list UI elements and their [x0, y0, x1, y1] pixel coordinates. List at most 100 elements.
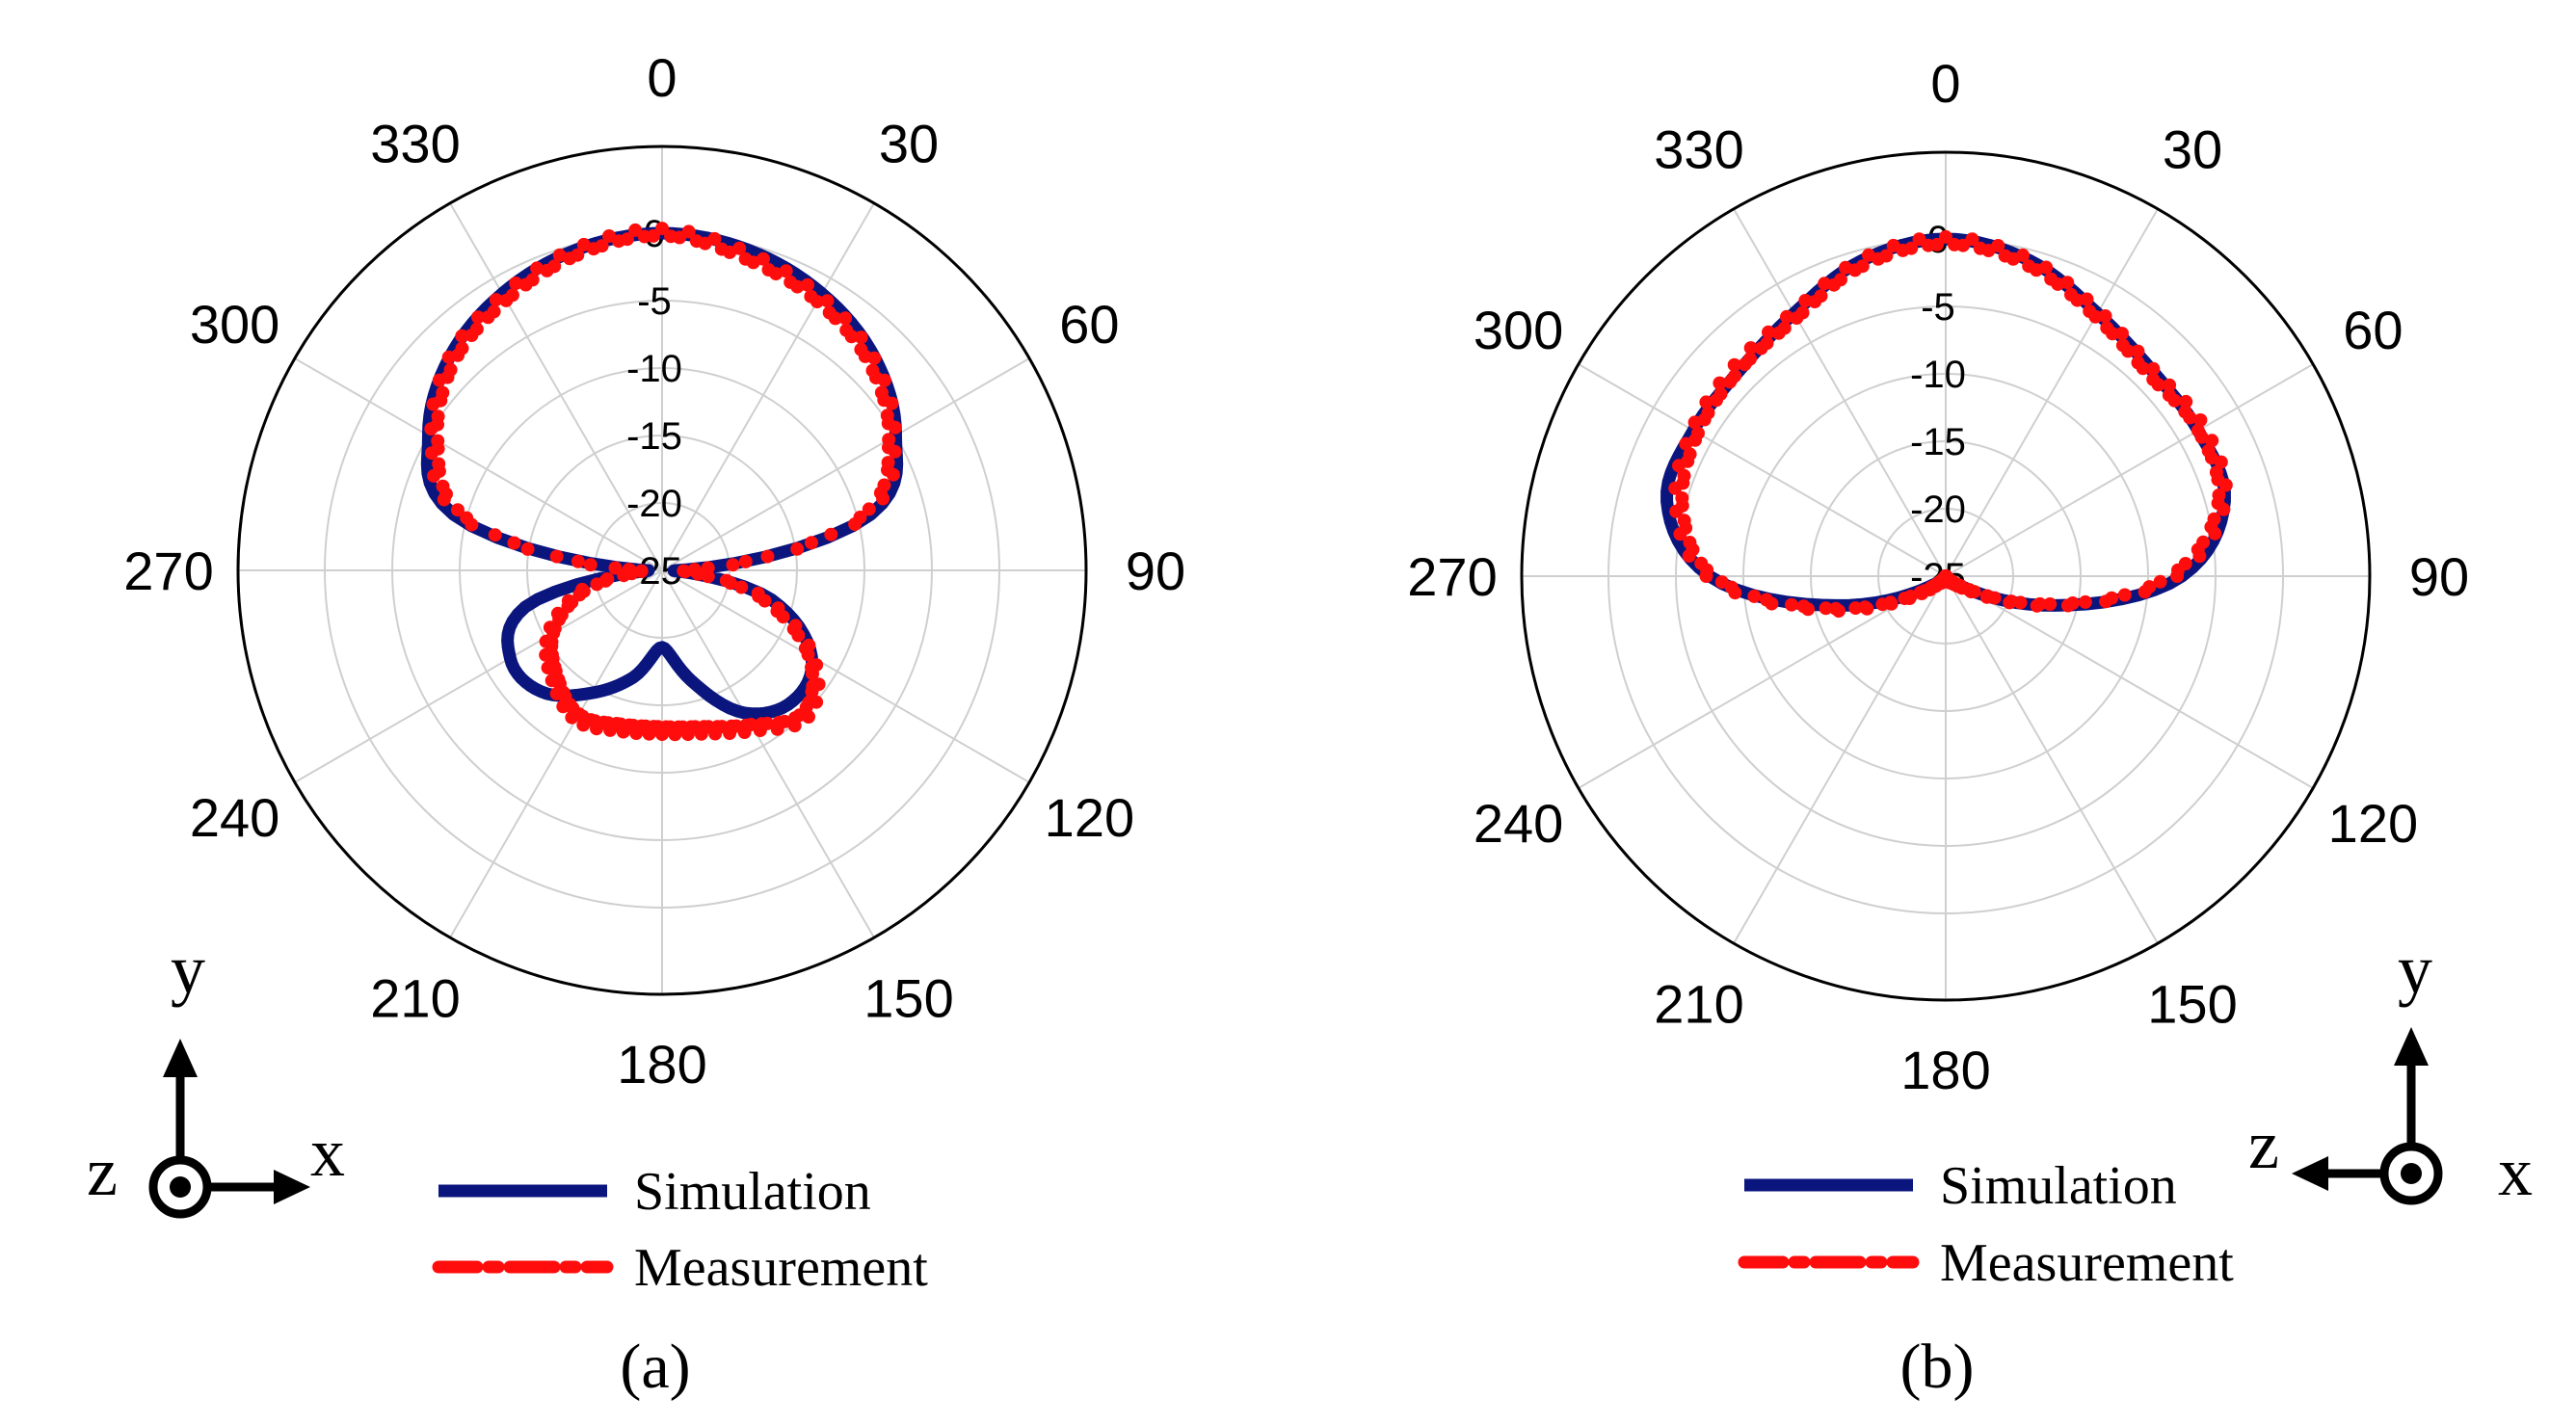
measurement-point [1694, 556, 1709, 570]
measurement-point [550, 606, 565, 620]
measurement-point [806, 667, 819, 681]
measurement-point [509, 277, 523, 290]
angle-tick-label: 210 [1654, 973, 1743, 1034]
measurement-point [2167, 393, 2182, 408]
angle-tick-label: 120 [1045, 787, 1134, 848]
grid-spoke [1733, 208, 1947, 577]
measurement-point [1795, 305, 1810, 320]
measurement-point [488, 528, 502, 542]
measurement-point [2078, 594, 2092, 609]
measurement-point [1701, 406, 1715, 420]
radial-tick-label: -20 [626, 483, 682, 525]
grid-spoke [1578, 575, 1947, 789]
measurement-point [1829, 601, 1843, 616]
radial-tick-label: -15 [1910, 421, 1966, 463]
measurement-point [2121, 344, 2136, 358]
measurement-point [1879, 249, 1894, 263]
radial-ticks-a: 0-5-10-15-20-25 [626, 213, 682, 593]
measurement-point [760, 549, 775, 564]
measurement-point [1691, 426, 1705, 440]
axis-label-x-a: x [310, 1114, 345, 1191]
measurement-point [681, 224, 696, 239]
measurement-point [600, 572, 615, 586]
measurement-point [757, 594, 772, 608]
measurement-point [2205, 434, 2219, 448]
measurement-point [769, 267, 783, 281]
measurement-point [805, 684, 819, 699]
radial-tick-label: -5 [1921, 286, 1955, 329]
measurement-point [2099, 594, 2113, 609]
measurement-point [844, 330, 859, 344]
angle-ticks-a: 0 30 60 90 120 150 180 210 240 270 300 330 [123, 47, 1185, 1095]
measurement-point [801, 647, 815, 662]
angle-tick-label: 210 [370, 967, 460, 1028]
grid-spoke [661, 569, 875, 938]
outer-frame-a [236, 145, 1088, 996]
measurement-point [620, 232, 634, 247]
grid-spoke [1945, 208, 2159, 577]
measurement-point [1965, 232, 1979, 247]
measurement-point [451, 503, 465, 517]
measurement-point [575, 582, 590, 596]
angle-tick-label: 240 [1474, 793, 1563, 854]
angle-tick-label: 90 [1126, 541, 1185, 601]
axes-icon-b: y x z [2248, 931, 2533, 1210]
measurement-point [2080, 292, 2094, 306]
measurement-point [646, 228, 660, 243]
measurement-point [838, 311, 853, 326]
grid-spoke [294, 357, 663, 571]
measurement-point [2115, 327, 2129, 341]
angle-tick-label: 30 [879, 114, 939, 174]
measurement-point [2153, 574, 2167, 589]
measurement-point [1904, 241, 1919, 255]
measurement-point [2043, 597, 2058, 611]
measurement-point [886, 467, 900, 482]
measurement-point [561, 594, 575, 608]
measurement-point [824, 527, 838, 541]
angle-tick-label: 270 [1407, 546, 1497, 607]
measurement-point [2179, 394, 2193, 409]
measurement-point [801, 277, 814, 292]
measurement-point [2088, 309, 2103, 324]
measurement-point [707, 231, 722, 246]
measurement-point [2106, 327, 2119, 341]
legend-b: Simulation Measurement [1738, 1156, 2234, 1293]
polar-plot-b: 0-5-10-15-20-25 030609012015018021024027… [1407, 53, 2469, 1100]
measurement-point [1743, 341, 1758, 356]
measurement-point [2183, 410, 2197, 425]
measurement-point [1714, 575, 1729, 590]
measurement-point [885, 396, 899, 410]
measurement-point [1819, 601, 1833, 616]
measurement-point [1939, 229, 1952, 244]
measurement-point [1785, 597, 1798, 612]
measurement-point [1855, 259, 1870, 274]
measurement-point [854, 330, 868, 345]
radial-tick-label: -10 [626, 348, 682, 390]
angle-tick-label: 150 [863, 967, 953, 1028]
measurement-point [888, 420, 902, 435]
measurement-point [1677, 468, 1691, 483]
measurement-point [520, 541, 535, 556]
measurement-point [556, 699, 571, 714]
measurement-point [2217, 502, 2231, 516]
measurement-point [455, 341, 469, 356]
radial-tick-label: -15 [626, 415, 682, 458]
grid-spoke [1733, 575, 1947, 944]
measurement-point [460, 511, 474, 525]
angle-tick-label: 0 [647, 47, 677, 108]
measurement-point [2214, 455, 2228, 469]
measurement-point [1760, 593, 1773, 607]
measurement-point [571, 248, 585, 262]
grid-spoke [1578, 363, 1947, 577]
angle-tick-label: 60 [2343, 300, 2403, 360]
measurement-point [431, 434, 445, 448]
measurement-point [820, 294, 835, 308]
measurement-point [2170, 569, 2185, 583]
measurement-point [1796, 599, 1811, 614]
measurement-point [738, 554, 753, 568]
legend-sim-label: Simulation [634, 1162, 871, 1222]
angle-tick-label: 150 [2147, 973, 2237, 1034]
y-arrow-icon [163, 1039, 198, 1077]
measurement-point [2138, 585, 2152, 599]
